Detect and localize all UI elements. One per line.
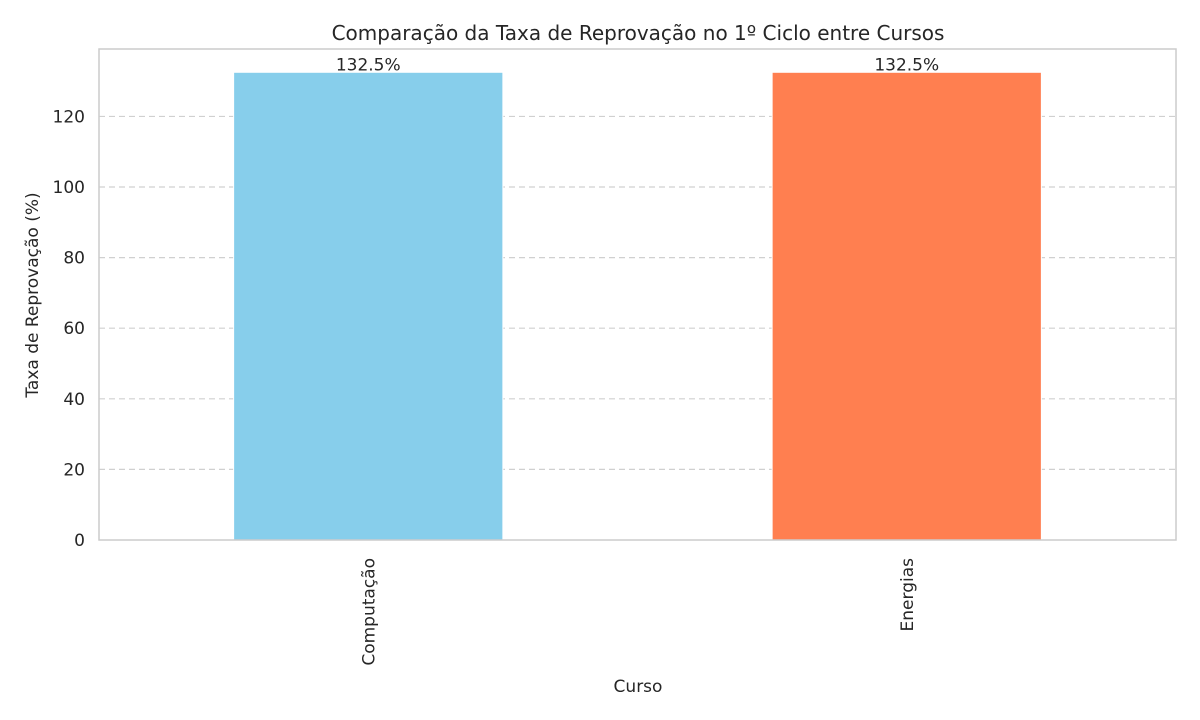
plot-frame [98,48,1177,541]
chart-title: Comparação da Taxa de Reprovação no 1º C… [332,21,945,45]
x-tick-label: Energias [898,558,918,632]
bar-labels: 132.5% 132.5% [336,55,939,75]
bar-2 [771,71,1042,541]
x-axis-ticks: Computação Energias [359,558,918,666]
y-axis-label: Taxa de Reprovação (%) [23,192,43,398]
bar-value-label: 132.5% [336,55,401,75]
bars [233,71,1042,541]
y-axis-ticks: 0 20 40 60 80 100 120 [53,107,85,551]
y-tick-label: 40 [63,390,85,410]
y-tick-label: 20 [63,460,85,480]
y-tick-label: 120 [53,107,85,127]
bar-value-label: 132.5% [874,55,939,75]
y-tick-label: 0 [74,531,85,551]
y-tick-label: 100 [53,178,85,198]
y-tick-label: 80 [63,249,85,269]
y-tick-label: 60 [63,319,85,339]
x-axis-label: Curso [614,677,663,697]
x-tick-label: Computação [359,558,379,666]
bar-1 [233,71,504,541]
